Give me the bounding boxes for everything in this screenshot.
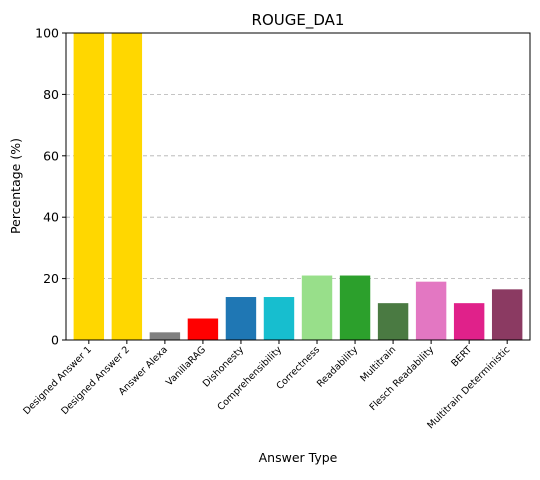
plot-frame	[65, 32, 531, 341]
x-tick-label: Flesch Readability	[368, 344, 437, 413]
x-tick-label: Multitrain	[358, 344, 398, 384]
x-tick-label: Readability	[315, 344, 361, 390]
bar	[111, 33, 143, 340]
bar	[491, 289, 523, 340]
x-tick-label: Designed Answer 1	[21, 344, 94, 417]
bar	[453, 303, 485, 340]
bar	[225, 297, 257, 340]
y-tick-label: 40	[43, 210, 59, 225]
y-tick-label: 100	[35, 26, 59, 41]
bar	[73, 33, 105, 340]
gridlines	[66, 94, 530, 280]
bars	[73, 33, 523, 340]
x-axis-label: Answer Type	[259, 450, 338, 465]
x-tick-label: Comprehensibility	[215, 344, 284, 413]
bar	[187, 318, 219, 340]
x-tick-label: Designed Answer 2	[59, 344, 132, 417]
y-tick-label: 20	[43, 271, 59, 286]
chart-title: ROUGE_DA1	[252, 11, 345, 30]
y-tick-label: 60	[43, 148, 59, 163]
x-tick-label: BERT	[449, 344, 474, 369]
y-tick-label: 0	[51, 333, 59, 348]
y-tick-label: 80	[43, 87, 59, 102]
bar	[149, 332, 181, 340]
y-axis-ticks: 0 20 40 60 80 100	[35, 26, 66, 348]
bar	[377, 303, 409, 340]
bar	[301, 275, 333, 340]
bar	[339, 275, 371, 340]
bar	[263, 297, 295, 340]
y-axis-label: Percentage (%)	[8, 138, 23, 234]
bar	[415, 281, 447, 340]
